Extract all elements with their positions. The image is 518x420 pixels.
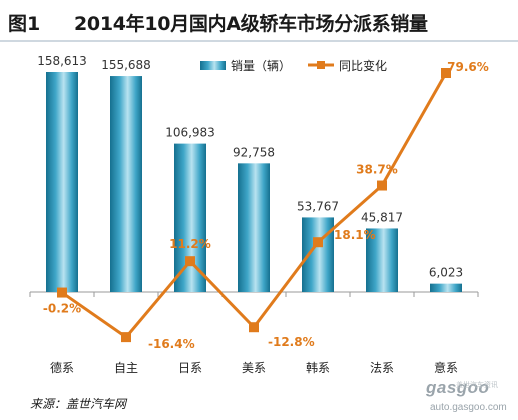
x-tick-label: 法系 bbox=[370, 361, 394, 375]
figure-number: 图1 bbox=[8, 13, 41, 35]
line-marker-意系 bbox=[441, 68, 451, 78]
watermark-logo: gasgoo bbox=[426, 378, 490, 397]
line-marker-韩系 bbox=[313, 237, 323, 248]
line-marker-德系 bbox=[57, 287, 67, 298]
line-value-label: -12.8% bbox=[268, 335, 315, 349]
line-marker-美系 bbox=[249, 322, 259, 333]
bar-value-label: 92,758 bbox=[233, 145, 275, 159]
bar-value-label: 158,613 bbox=[37, 54, 87, 68]
title-bar: 图1 2014年10月国内A级轿车市场分派系销量 bbox=[0, 0, 518, 42]
bar-自主 bbox=[110, 76, 142, 293]
bar-美系 bbox=[238, 163, 270, 292]
line-value-label: 79.6% bbox=[447, 60, 489, 74]
x-tick-label: 自主 bbox=[114, 361, 138, 375]
line-value-label: -0.2% bbox=[43, 302, 81, 316]
line-value-label: 11.2% bbox=[169, 237, 211, 251]
bar-value-label: 6,023 bbox=[429, 266, 463, 280]
watermark: gasgoo 盖世汽车资讯 auto.gasgoo.com bbox=[426, 378, 516, 418]
x-tick-label: 韩系 bbox=[306, 360, 330, 375]
x-tick-label: 日系 bbox=[178, 361, 202, 375]
line-marker-法系 bbox=[377, 180, 387, 191]
bar-日系 bbox=[174, 143, 206, 292]
legend: 销量（辆） 同比变化 bbox=[200, 58, 387, 73]
line-value-label: 38.7% bbox=[356, 163, 398, 177]
line-value-label: 18.1% bbox=[334, 228, 376, 242]
legend-line-label: 同比变化 bbox=[339, 58, 387, 73]
x-tick-label: 意系 bbox=[434, 360, 458, 375]
legend-bar-swatch bbox=[200, 61, 226, 70]
watermark-tagline: 盖世汽车资讯 bbox=[456, 381, 498, 389]
watermark-url: auto.gasgoo.com bbox=[430, 402, 507, 413]
bar-value-label: 45,817 bbox=[361, 210, 403, 224]
bar-value-label: 155,688 bbox=[101, 58, 151, 72]
legend-line-marker bbox=[317, 61, 325, 69]
bar-value-label: 106,983 bbox=[165, 126, 215, 140]
bar-法系 bbox=[366, 228, 398, 292]
source-note: 来源：盖世汽车网 bbox=[30, 397, 127, 411]
x-tick-label: 德系 bbox=[50, 360, 74, 375]
line-value-label: -16.4% bbox=[148, 337, 195, 351]
bar-德系 bbox=[46, 72, 78, 292]
legend-bar-label: 销量（辆） bbox=[231, 59, 291, 73]
line-marker-自主 bbox=[121, 332, 131, 343]
bar-value-label: 53,767 bbox=[297, 199, 339, 213]
chart-title: 2014年10月国内A级轿车市场分派系销量 bbox=[74, 13, 428, 35]
bar-意系 bbox=[430, 283, 462, 292]
x-tick-label: 美系 bbox=[242, 361, 266, 375]
line-marker-日系 bbox=[185, 256, 195, 267]
